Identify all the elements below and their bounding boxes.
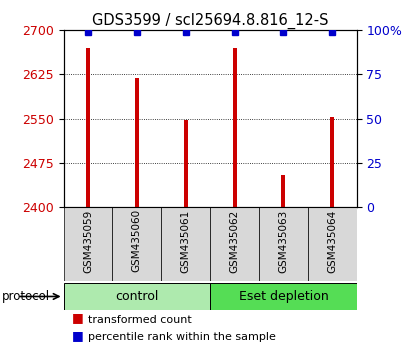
Text: Eset depletion: Eset depletion — [238, 290, 328, 303]
Text: GSM435061: GSM435061 — [180, 209, 190, 273]
Bar — [209, 207, 258, 281]
Bar — [86, 48, 90, 207]
Text: ■: ■ — [72, 329, 83, 342]
Text: ■: ■ — [72, 311, 83, 324]
Bar — [112, 207, 161, 281]
Text: protocol: protocol — [2, 290, 50, 303]
Bar — [161, 207, 210, 281]
Text: GSM435063: GSM435063 — [278, 209, 288, 273]
Bar — [281, 175, 285, 207]
Text: GSM435060: GSM435060 — [132, 209, 142, 273]
Bar — [209, 283, 356, 310]
Text: control: control — [115, 290, 158, 303]
Bar — [307, 207, 356, 281]
Bar — [63, 283, 209, 310]
Text: GSM435064: GSM435064 — [326, 209, 337, 273]
Text: GSM435059: GSM435059 — [83, 209, 93, 273]
Text: percentile rank within the sample: percentile rank within the sample — [88, 332, 275, 342]
Bar — [330, 118, 333, 207]
Bar — [63, 207, 112, 281]
Bar — [258, 207, 307, 281]
Text: transformed count: transformed count — [88, 315, 191, 325]
Bar — [135, 79, 139, 207]
Bar — [183, 120, 187, 207]
Title: GDS3599 / scl25694.8.816_12-S: GDS3599 / scl25694.8.816_12-S — [92, 12, 328, 29]
Text: GSM435062: GSM435062 — [229, 209, 239, 273]
Bar — [232, 48, 236, 207]
